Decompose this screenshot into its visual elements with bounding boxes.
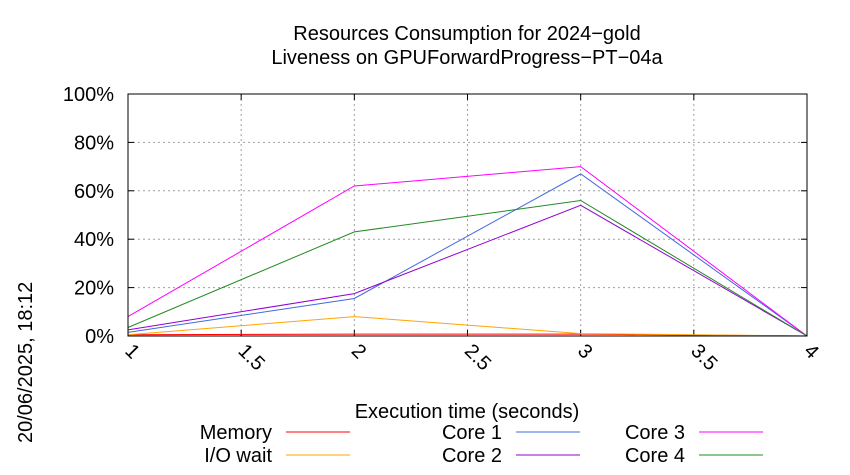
x-tick-label: 2.5 [460,340,495,375]
x-tick-label: 1 [120,340,143,363]
y-tick-label: 0% [85,326,114,348]
series-line-i-o-wait [127,316,808,337]
grid-lines [128,94,807,336]
legend-label-core-4: Core 4 [625,445,685,467]
legend-label-memory: Memory [200,422,272,444]
x-tick-label: 4 [799,340,822,363]
chart-title: Resources Consumption for 2024−gold [293,23,640,45]
series-lines [127,166,808,337]
series-line-core-2 [127,204,808,337]
x-tick-label: 2 [347,340,370,363]
x-axis-ticks: 1 1.5 2 2.5 3 3.5 4 [120,94,823,375]
plot-area-border [127,93,808,337]
legend-label-core-2: Core 2 [442,445,502,467]
x-tick-label: 3.5 [686,340,721,375]
y-axis-ticks: 0% 20% 40% 60% 80% 100% [63,84,807,348]
series-line-core-4 [127,199,808,337]
legend-label-core-1: Core 1 [442,422,502,444]
series-line-core-3 [127,166,808,337]
x-tick-label: 3 [573,340,596,363]
y-tick-label: 60% [74,181,114,203]
chart-subtitle: Liveness on GPUForwardProgress−PT−04a [271,47,663,69]
x-axis-label: Execution time (seconds) [355,401,580,423]
timestamp: 20/06/2025, 18:12 [15,282,37,443]
y-tick-label: 100% [63,84,114,106]
legend-label-i-o-wait: I/O wait [204,445,272,467]
legend-label-core-3: Core 3 [625,422,685,444]
y-tick-label: 20% [74,278,114,300]
x-tick-label: 1.5 [234,340,269,375]
y-tick-label: 80% [74,132,114,154]
series-line-core-1 [127,173,808,337]
y-tick-label: 40% [74,229,114,251]
